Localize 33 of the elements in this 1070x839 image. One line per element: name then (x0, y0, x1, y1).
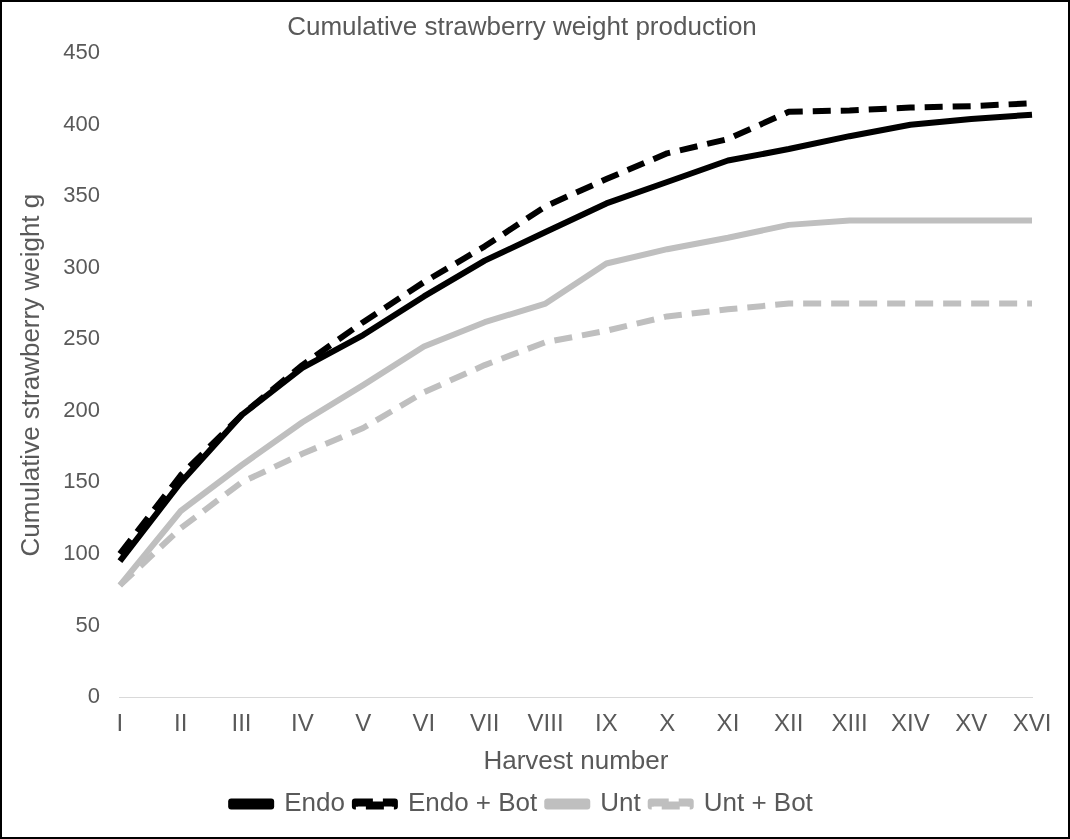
x-tick-label: II (174, 709, 188, 737)
y-tick-label: 50 (75, 611, 100, 637)
x-tick-label: XII (774, 709, 804, 737)
x-tick-label: V (355, 709, 372, 737)
y-tick-label: 200 (63, 396, 100, 422)
y-axis-title: Cumulative strawberry weight g (14, 193, 45, 557)
x-tick-label: I (116, 709, 124, 737)
x-tick-label: VIII (527, 709, 564, 737)
y-tick-label: 350 (63, 182, 100, 208)
y-tick-label: 300 (63, 253, 100, 279)
x-tick-label: XVI (1012, 709, 1052, 737)
legend-label: Unt (600, 787, 642, 818)
chart-title: Cumulative strawberry weight production (287, 10, 757, 41)
x-tick-label: XIV (891, 709, 930, 737)
x-tick-label: III (231, 709, 252, 737)
y-tick-label: 100 (63, 540, 100, 565)
legend-label: Endo + Bot (407, 787, 539, 818)
x-tick-label: XV (955, 709, 988, 737)
y-tick-label: 250 (63, 325, 100, 351)
x-tick-label: VII (470, 709, 500, 737)
y-tick-label: 150 (63, 468, 100, 494)
legend-label: Unt + Bot (703, 787, 814, 818)
y-tick-label: 400 (63, 110, 100, 136)
y-tick-label: 450 (63, 39, 100, 65)
x-tick-label: XI (716, 709, 740, 737)
x-axis-title: Harvest number (483, 744, 669, 775)
x-tick-label: IX (595, 709, 618, 737)
x-tick-label: X (659, 709, 676, 737)
x-tick-label: XIII (831, 709, 868, 737)
legend-label: Endo (284, 787, 345, 818)
x-tick-label: VI (412, 709, 436, 737)
y-tick-label: 0 (87, 683, 100, 709)
x-tick-label: IV (290, 709, 314, 737)
